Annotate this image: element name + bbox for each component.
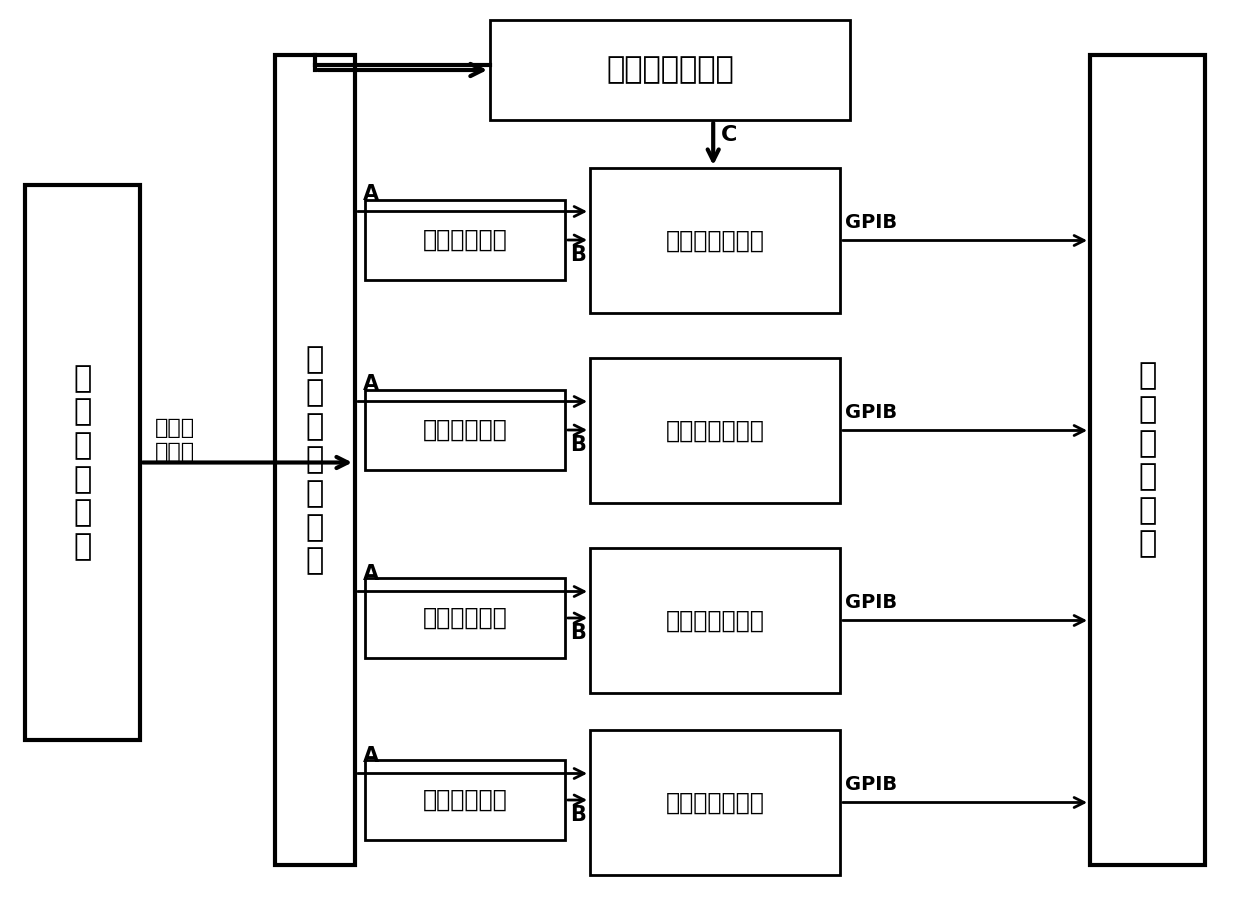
Text: GPIB: GPIB <box>845 213 897 233</box>
Text: 第二输出模块: 第二输出模块 <box>422 788 508 812</box>
Bar <box>590 548 840 693</box>
Text: A: A <box>363 374 379 393</box>
Text: B: B <box>570 805 586 825</box>
Text: 第二输出模块: 第二输出模块 <box>422 418 508 442</box>
Bar <box>590 358 840 503</box>
Text: 时间间隔计数器: 时间间隔计数器 <box>665 608 764 632</box>
Bar <box>366 760 565 840</box>
Text: B: B <box>570 435 586 455</box>
Text: 第二输出模块: 第二输出模块 <box>422 606 508 630</box>
Bar <box>25 185 140 740</box>
Text: A: A <box>363 184 379 203</box>
Text: A: A <box>363 746 379 765</box>
Text: 时间间隔计数器: 时间间隔计数器 <box>665 229 764 253</box>
Text: GPIB: GPIB <box>845 403 897 423</box>
Bar <box>275 55 356 865</box>
Text: B: B <box>570 623 586 643</box>
Bar <box>366 390 565 470</box>
Bar <box>1090 55 1206 865</box>
Text: C: C <box>721 125 737 145</box>
Bar <box>366 578 565 658</box>
Text: 参考频
标信号: 参考频 标信号 <box>155 418 195 462</box>
Text: B: B <box>570 245 586 265</box>
Text: GPIB: GPIB <box>845 775 897 795</box>
Text: 第
一
输
出
模
块: 第 一 输 出 模 块 <box>73 364 92 561</box>
Bar <box>590 168 840 313</box>
Text: GPIB: GPIB <box>845 593 897 613</box>
Text: 数
据
处
理
模
块: 数 据 处 理 模 块 <box>1139 362 1157 558</box>
Text: 时间间隔计数器: 时间间隔计数器 <box>665 418 764 442</box>
Text: 外参考频标信号: 外参考频标信号 <box>606 55 733 85</box>
Text: 时间间隔计数器: 时间间隔计数器 <box>665 790 764 814</box>
Text: 第二输出模块: 第二输出模块 <box>422 228 508 252</box>
Bar <box>489 20 850 120</box>
Bar <box>590 730 840 875</box>
Text: A: A <box>363 564 379 583</box>
Text: 频
率
分
配
放
大
器: 频 率 分 配 放 大 器 <box>306 344 325 575</box>
Bar <box>366 200 565 280</box>
